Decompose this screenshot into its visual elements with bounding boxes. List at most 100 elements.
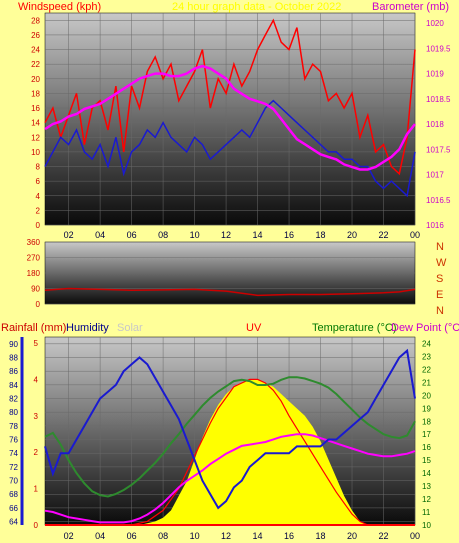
compass-n-bottom: N: [436, 305, 444, 317]
temperature-tick: 22: [422, 365, 431, 374]
x-tick-wind: 12: [221, 230, 231, 240]
compass-w: W: [436, 257, 447, 269]
direction-tick: 360: [27, 238, 41, 247]
x-tick-weather: 12: [221, 531, 231, 541]
temperature-tick: 16: [422, 443, 431, 452]
windspeed-tick: 2: [36, 206, 41, 215]
x-tick-weather: 00: [410, 531, 420, 541]
barometer-tick: 1018: [426, 120, 444, 129]
ticks-wind: 024681012141618202224262810161016.510171…: [31, 16, 451, 240]
barometer-axis-label: Barometer (mb): [372, 1, 449, 13]
uv-tick: 2: [34, 448, 39, 457]
ticks-dir: 0 90 180 270 360: [27, 238, 41, 309]
humidity-tick: 76: [9, 436, 18, 445]
direction-tick: 270: [27, 254, 41, 263]
panel-weather: 6466687072747678808284868890012345101112…: [1, 322, 459, 541]
humidity-tick: 84: [9, 381, 18, 390]
barometer-tick: 1016.5: [426, 196, 451, 205]
humidity-tick: 74: [9, 449, 18, 458]
humidity-tick: 64: [9, 518, 18, 527]
humidity-tick: 86: [9, 367, 18, 376]
dewpoint-label: Dew Point (°C): [391, 322, 459, 334]
x-tick-wind: 06: [127, 230, 137, 240]
x-tick-weather: 18: [316, 531, 326, 541]
windspeed-tick: 28: [31, 16, 40, 25]
temperature-tick: 20: [422, 391, 431, 400]
temperature-tick: 19: [422, 404, 431, 413]
windspeed-axis-label: Windspeed (kph): [18, 1, 101, 13]
series-line-barometer: [44, 64, 416, 171]
uv-tick: 4: [34, 375, 39, 384]
barometer-tick: 1017: [426, 171, 444, 180]
temperature-tick: 11: [422, 508, 431, 517]
humidity-tick: 68: [9, 490, 18, 499]
series-line-direction: [44, 287, 416, 297]
humidity-tick: 90: [9, 340, 18, 349]
series-line-average: [44, 99, 416, 198]
series-line-dewpoint: [44, 433, 416, 524]
direction-tick: 90: [31, 285, 40, 294]
x-tick-wind: 14: [253, 230, 263, 240]
humidity-label: Humidity: [66, 322, 109, 334]
windspeed-tick: 18: [31, 89, 40, 98]
barometer-tick: 1017.5: [426, 145, 451, 154]
windspeed-tick: 6: [36, 177, 41, 186]
plot-area-wind: [44, 12, 416, 226]
temperature-tick: 17: [422, 430, 431, 439]
series-dir: [44, 287, 416, 297]
x-tick-weather: 02: [64, 531, 74, 541]
series-line-gust: [44, 18, 416, 176]
series-line-humidity: [44, 348, 416, 510]
grid-dir: [45, 241, 415, 305]
grid-wind: [45, 13, 416, 226]
uv-tick: 5: [34, 339, 39, 348]
x-tick-wind: 18: [316, 230, 326, 240]
series-wind: [44, 18, 416, 198]
windspeed-tick: 14: [31, 119, 40, 128]
uv-tick: 0: [34, 521, 39, 530]
x-tick-weather: 20: [347, 531, 357, 541]
temperature-tick: 18: [422, 417, 431, 426]
compass-n-top: N: [436, 241, 444, 253]
temperature-tick: 12: [422, 495, 431, 504]
windspeed-tick: 20: [31, 75, 40, 84]
series-line-uv: [45, 378, 415, 526]
x-tick-weather: 08: [158, 531, 168, 541]
x-tick-wind: 08: [158, 230, 168, 240]
x-tick-wind: 20: [347, 230, 357, 240]
uv-tick: 3: [34, 412, 39, 421]
windspeed-tick: 12: [31, 133, 40, 142]
temperature-tick: 13: [422, 482, 431, 491]
windspeed-tick: 22: [31, 60, 40, 69]
x-tick-weather: 22: [379, 531, 389, 541]
x-tick-weather: 06: [127, 531, 137, 541]
solar-label: Solar: [117, 322, 143, 334]
uv-tick: 1: [34, 485, 39, 494]
windspeed-tick: 26: [31, 31, 40, 40]
series-weather: [44, 348, 416, 526]
series-line-temperature: [44, 376, 416, 498]
temperature-tick: 21: [422, 378, 431, 387]
temperature-tick: 15: [422, 456, 431, 465]
temperature-tick: 24: [422, 339, 431, 348]
compass-e: E: [436, 289, 443, 301]
humidity-tick: 70: [9, 477, 18, 486]
uv-label: UV: [246, 322, 262, 334]
panel-wind-direction: 0 90 180 270 360 N W S E N: [27, 238, 447, 317]
rainfall-label: Rainfall (mm): [1, 322, 66, 334]
temperature-tick: 23: [422, 352, 431, 361]
x-tick-wind: 00: [410, 230, 420, 240]
x-tick-weather: 10: [190, 531, 200, 541]
windspeed-tick: 8: [36, 163, 41, 172]
humidity-tick: 66: [9, 504, 18, 513]
humidity-tick: 82: [9, 395, 18, 404]
windspeed-tick: 0: [36, 221, 41, 230]
compass-s: S: [436, 273, 443, 285]
barometer-tick: 1019: [426, 70, 444, 79]
windspeed-tick: 4: [36, 192, 41, 201]
chart-title: 24 hour graph data - October 2022: [172, 1, 341, 13]
humidity-tick: 88: [9, 354, 18, 363]
x-tick-weather: 16: [284, 531, 294, 541]
